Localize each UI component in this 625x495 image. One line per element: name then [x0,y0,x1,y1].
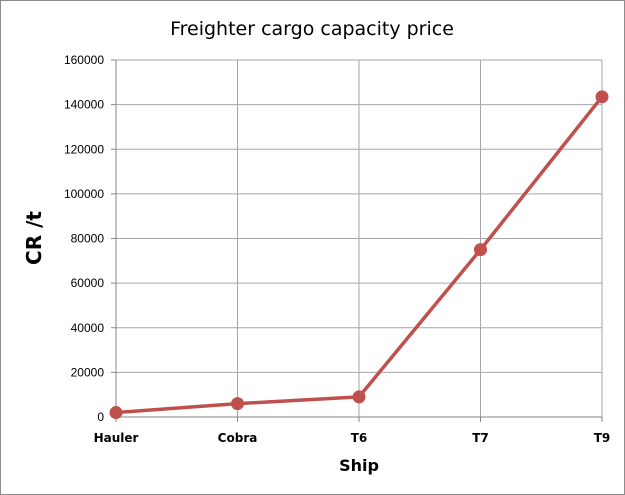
y-tick-label: 120000 [64,142,104,156]
x-tick-label: T9 [594,431,611,445]
y-axis-label: CR /t [22,211,46,265]
y-tick-label: 100000 [64,187,104,201]
axes [111,59,603,422]
y-tick-label: 0 [97,410,104,424]
y-tick-labels: 0 20000 40000 60000 80000 100000 120000 140000 1… [64,53,104,424]
y-tick-label: 60000 [71,276,105,290]
data-point [109,406,123,420]
y-tick-label: 80000 [71,232,105,246]
series-line [109,90,609,420]
x-tick-label: Hauler [94,431,139,445]
x-tick-label: T6 [351,431,368,445]
x-tick-label: T7 [472,431,489,445]
gridlines [116,59,603,417]
y-tick-label: 140000 [64,98,104,112]
x-tick-label: Cobra [218,431,258,445]
y-tick-label: 20000 [71,365,105,379]
data-point [352,390,366,404]
x-tick-labels: Hauler Cobra T6 T7 T9 [94,431,611,445]
data-point [474,243,487,257]
y-tick-label: 160000 [64,53,104,67]
y-tick-label: 40000 [71,321,105,335]
chart-title: Freighter cargo capacity price [170,18,454,40]
x-axis-label: Ship [339,456,379,475]
data-point [595,90,609,104]
data-point [231,397,244,411]
